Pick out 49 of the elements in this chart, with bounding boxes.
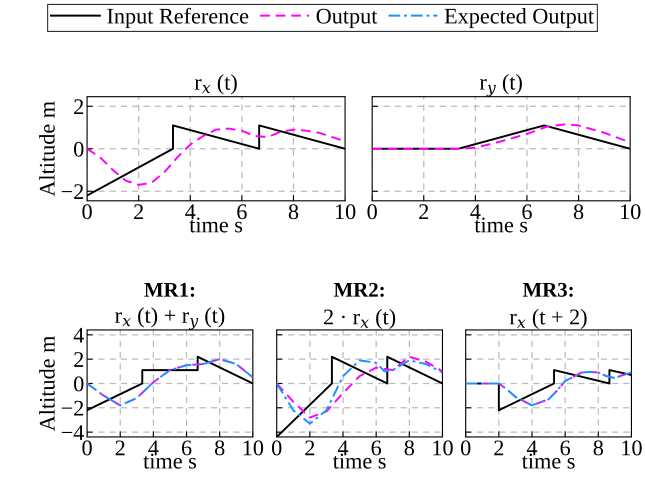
x-tick-label: 0 <box>460 440 470 456</box>
x-tick-label: 10 <box>244 440 264 456</box>
chart-title: MR3: <box>522 282 573 297</box>
chart-title: MR2: <box>334 282 384 297</box>
legend-label: Input Reference <box>107 8 248 28</box>
x-tick-label: 10 <box>621 204 640 220</box>
x-tick-label: 6 <box>560 440 570 456</box>
x-tick-label: 10 <box>336 204 356 220</box>
x-tick-label: 4 <box>185 204 196 220</box>
chart-title: r$_{x}$ (t) <box>194 74 237 94</box>
x-tick-label: 6 <box>372 440 382 456</box>
y-axis-title: Altitude m <box>39 101 55 196</box>
x-tick-label: 10 <box>433 440 453 456</box>
x-tick-label: 4 <box>148 440 159 456</box>
chart-title: r$_{y}$ (t) <box>480 74 522 96</box>
y-tick-label: −4 <box>62 425 84 440</box>
x-tick-label: 2 <box>305 440 314 456</box>
x-tick-label: 10 <box>622 440 642 456</box>
x-tick-label: 6 <box>237 204 247 220</box>
legend-label: Expected Output <box>444 8 594 28</box>
y-tick-label: −2 <box>62 184 84 199</box>
x-tick-label: 4 <box>526 440 538 456</box>
y-tick-label: 0 <box>74 376 84 392</box>
x-tick-label: 2 <box>134 204 144 220</box>
y-tick-label: 2 <box>74 99 84 114</box>
x-tick-label: 8 <box>288 204 298 220</box>
x-tick-label: 0 <box>367 204 377 220</box>
chart-subtitle: 2 · r$_{x}$ (t) <box>324 308 396 329</box>
x-tick-label: 6 <box>182 440 192 456</box>
x-tick-label: 4 <box>338 440 348 456</box>
x-tick-label: 2 <box>116 440 125 456</box>
x-tick-label: 0 <box>272 440 282 456</box>
chart-subtitle: r$_{x}$ (t) + r$_{y}$ (t) <box>115 307 224 330</box>
y-tick-label: 2 <box>74 352 84 367</box>
x-tick-label: 8 <box>594 440 604 456</box>
y-tick-label: 4 <box>74 328 84 343</box>
x-tick-label: 8 <box>404 440 414 456</box>
x-tick-label: 4 <box>470 204 481 220</box>
x-tick-label: 8 <box>214 440 224 456</box>
y-axis-title: Altitude m <box>39 336 55 432</box>
x-tick-label: 2 <box>494 440 504 456</box>
legend-label: Output <box>316 8 378 28</box>
x-tick-label: 8 <box>574 204 584 220</box>
x-tick-label: 2 <box>419 204 428 220</box>
y-tick-label: 0 <box>74 142 84 157</box>
chart-subtitle: r$_{x}$ (t + 2) <box>510 308 587 329</box>
chart-title: MR1: <box>144 282 194 297</box>
x-tick-label: 6 <box>522 204 532 220</box>
y-tick-label: −2 <box>62 400 84 416</box>
